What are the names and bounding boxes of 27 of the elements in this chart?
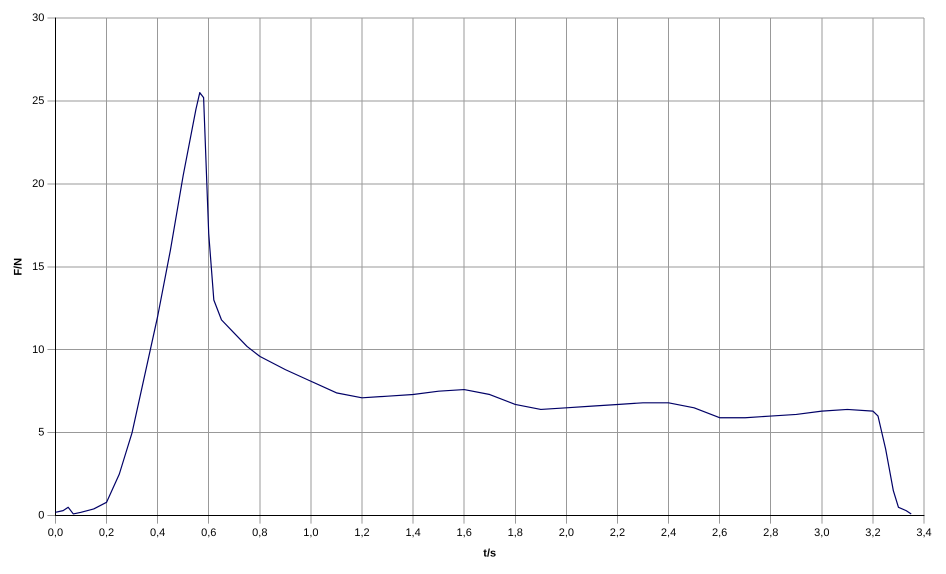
x-tick-label: 1,2: [354, 527, 370, 540]
x-tick-label: 0,2: [98, 527, 114, 540]
x-tick-label: 2,6: [712, 527, 728, 540]
x-tick-label: 1,6: [456, 527, 472, 540]
x-tick-label: 2,0: [558, 527, 574, 540]
x-tick-label: 1,8: [508, 527, 523, 540]
x-tick-label: 1,4: [405, 527, 421, 540]
x-tick-label: 1,0: [303, 527, 319, 540]
y-tick-label: 10: [32, 344, 44, 356]
x-tick-label: 3,0: [814, 527, 830, 540]
x-tick-label: 2,4: [660, 527, 676, 540]
x-tick-label: 2,2: [610, 527, 626, 540]
x-tick-label: 3,4: [916, 527, 932, 540]
x-axis-title: t/s: [483, 547, 496, 560]
x-tick-label: 2,8: [763, 527, 778, 540]
y-tick-label: 30: [32, 12, 44, 24]
y-tick-label: 25: [32, 94, 44, 107]
x-tick-label: 0,4: [150, 527, 166, 540]
x-tick-label: 0,0: [48, 527, 64, 540]
x-tick-label: 3,2: [865, 527, 881, 540]
y-tick-label: 15: [32, 260, 44, 273]
x-tick-label: 0,6: [201, 527, 216, 540]
y-tick-label: 0: [38, 510, 44, 522]
y-tick-label: 5: [38, 426, 44, 439]
x-tick-label: 0,8: [252, 527, 268, 540]
y-tick-label: 20: [32, 178, 44, 190]
y-axis-title: F/N: [12, 258, 25, 276]
